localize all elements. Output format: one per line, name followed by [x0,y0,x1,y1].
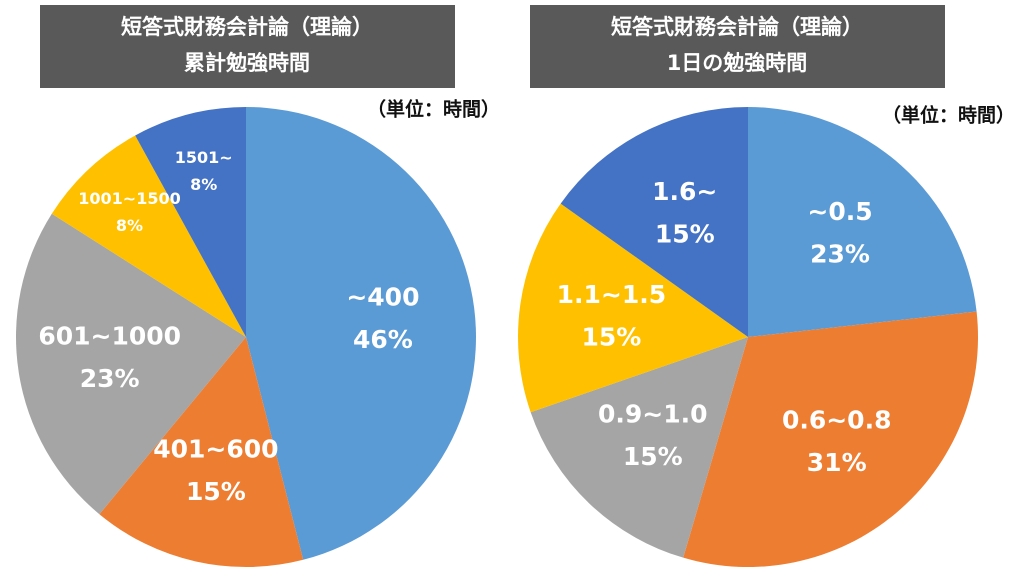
unit-label: （単位：時間） [882,104,1015,127]
unit-label: （単位：時間） [367,98,500,121]
slice-value-label: 8% [190,175,217,194]
pie-slice [518,203,748,413]
slice-category-label: 1001~1500 [78,189,180,208]
title-box [530,5,945,88]
pie-slice [530,337,748,558]
slice-value-label: 8% [116,216,143,235]
pie-slice [15,213,247,515]
chart-subtitle: 累計勉強時間 [184,51,310,75]
slice-category-label: ~0.5 [807,197,872,226]
slice-category-label: 401~600 [153,434,278,463]
pie-slice [51,135,246,337]
slice-category-label: 601~1000 [38,321,181,350]
slice-value-label: 15% [186,477,246,506]
slice-value-label: 23% [80,364,140,393]
slice-value-label: 23% [810,239,870,268]
title-box [40,5,455,88]
chart-title: 短答式財務会計論（理論） [121,15,373,39]
pie-slice [135,107,246,337]
pie-slice [683,311,978,567]
pie-slice [99,337,304,567]
slice-value-label: 15% [581,323,641,352]
slice-value-label: 15% [623,442,683,471]
slice-category-label: 0.6~0.8 [782,405,892,434]
slice-category-label: 1.6~ [652,177,717,206]
slice-category-label: 1.1~1.5 [557,280,667,309]
chart-subtitle: 1日の勉強時間 [667,51,808,75]
pie-slice [748,107,977,337]
pie-slice [246,107,476,560]
slice-category-label: 1501~ [175,148,233,167]
slice-value-label: 31% [807,448,867,477]
chart-title: 短答式財務会計論（理論） [611,15,863,39]
slice-category-label: 0.9~1.0 [598,400,708,429]
slice-value-label: 46% [353,325,413,354]
pie-slice [560,107,748,337]
slice-category-label: ~400 [346,282,419,311]
slice-value-label: 15% [655,220,715,249]
